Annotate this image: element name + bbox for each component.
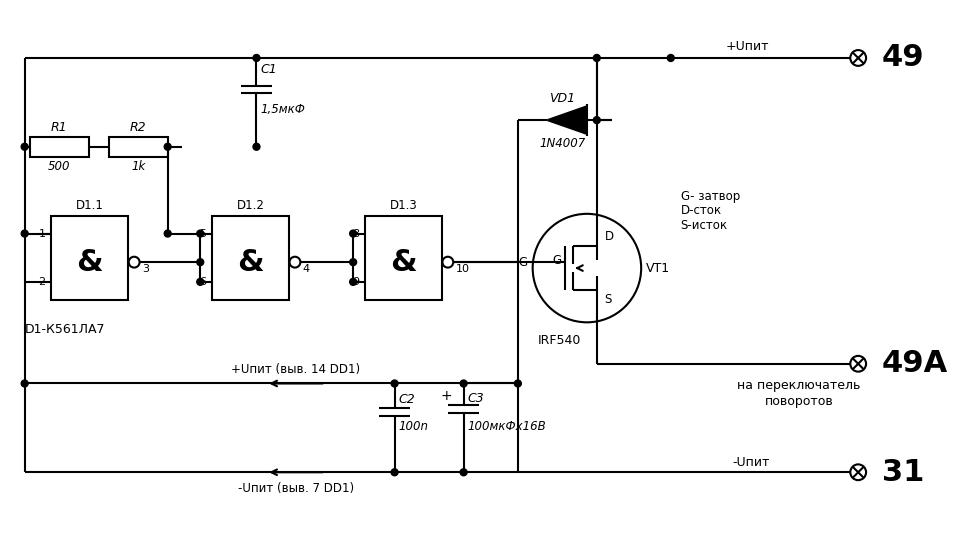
Bar bbox=[108, 137, 168, 156]
Polygon shape bbox=[547, 106, 587, 134]
Circle shape bbox=[164, 143, 171, 150]
Text: 100n: 100n bbox=[398, 421, 428, 433]
Circle shape bbox=[593, 55, 600, 61]
Text: 100мкФх16В: 100мкФх16В bbox=[468, 421, 546, 433]
Text: D1.1: D1.1 bbox=[76, 200, 104, 212]
Text: 2: 2 bbox=[38, 277, 45, 287]
Circle shape bbox=[515, 380, 521, 387]
Text: 1,5мкФ: 1,5мкФ bbox=[260, 103, 305, 116]
Text: D-сток: D-сток bbox=[681, 205, 722, 217]
Text: D1.2: D1.2 bbox=[236, 200, 265, 212]
Text: C2: C2 bbox=[398, 393, 416, 406]
Text: 9: 9 bbox=[352, 277, 359, 287]
Bar bbox=[365, 216, 442, 300]
Circle shape bbox=[197, 230, 204, 237]
Circle shape bbox=[460, 469, 468, 476]
Circle shape bbox=[197, 259, 204, 266]
Text: VD1: VD1 bbox=[549, 92, 575, 105]
Bar bbox=[212, 216, 289, 300]
Text: -Uпит: -Uпит bbox=[732, 456, 769, 469]
Text: &: & bbox=[77, 248, 103, 277]
Circle shape bbox=[349, 278, 356, 286]
Text: 1k: 1k bbox=[131, 160, 145, 173]
Circle shape bbox=[349, 230, 356, 237]
Text: C1: C1 bbox=[260, 63, 277, 76]
Bar bbox=[51, 216, 129, 300]
Text: 5: 5 bbox=[199, 229, 206, 238]
Text: 500: 500 bbox=[48, 160, 70, 173]
Circle shape bbox=[21, 230, 28, 237]
Text: S: S bbox=[605, 293, 612, 306]
Text: 4: 4 bbox=[302, 264, 310, 274]
Text: &: & bbox=[237, 248, 264, 277]
Circle shape bbox=[460, 380, 468, 387]
Text: +Uпит (выв. 14 DD1): +Uпит (выв. 14 DD1) bbox=[231, 363, 361, 376]
Circle shape bbox=[391, 469, 398, 476]
Text: R2: R2 bbox=[130, 120, 147, 133]
Text: 8: 8 bbox=[352, 229, 359, 238]
Text: на переключатель: на переключатель bbox=[737, 379, 861, 392]
Circle shape bbox=[197, 278, 204, 286]
Text: G- затвор: G- затвор bbox=[681, 190, 740, 202]
Text: G: G bbox=[552, 254, 562, 267]
Circle shape bbox=[349, 259, 356, 266]
Circle shape bbox=[593, 117, 600, 124]
Text: D1-К561ЛА7: D1-К561ЛА7 bbox=[25, 323, 106, 336]
Bar bbox=[30, 137, 88, 156]
Text: IRF540: IRF540 bbox=[538, 334, 581, 347]
Text: 1: 1 bbox=[38, 229, 45, 238]
Circle shape bbox=[21, 143, 28, 150]
Text: 10: 10 bbox=[456, 264, 469, 274]
Text: 6: 6 bbox=[199, 277, 206, 287]
Text: 49: 49 bbox=[882, 43, 924, 72]
Circle shape bbox=[21, 380, 28, 387]
Text: 49А: 49А bbox=[882, 349, 948, 379]
Circle shape bbox=[391, 380, 398, 387]
Circle shape bbox=[164, 230, 171, 237]
Text: C3: C3 bbox=[468, 392, 484, 405]
Text: +Uпит: +Uпит bbox=[726, 39, 769, 53]
Circle shape bbox=[253, 143, 260, 150]
Text: 3: 3 bbox=[142, 264, 149, 274]
Text: 1N4007: 1N4007 bbox=[540, 137, 586, 150]
Text: G: G bbox=[518, 255, 528, 269]
Text: -Uпит (выв. 7 DD1): -Uпит (выв. 7 DD1) bbox=[238, 481, 354, 494]
Circle shape bbox=[667, 55, 674, 61]
Text: VT1: VT1 bbox=[646, 261, 670, 275]
Text: поворотов: поворотов bbox=[764, 395, 833, 408]
Circle shape bbox=[253, 55, 260, 61]
Text: +: + bbox=[440, 389, 452, 403]
Text: S-исток: S-исток bbox=[681, 219, 728, 232]
Text: D: D bbox=[605, 230, 613, 243]
Text: &: & bbox=[390, 248, 417, 277]
Text: D1.3: D1.3 bbox=[390, 200, 418, 212]
Text: 31: 31 bbox=[882, 458, 924, 487]
Text: R1: R1 bbox=[51, 120, 67, 133]
